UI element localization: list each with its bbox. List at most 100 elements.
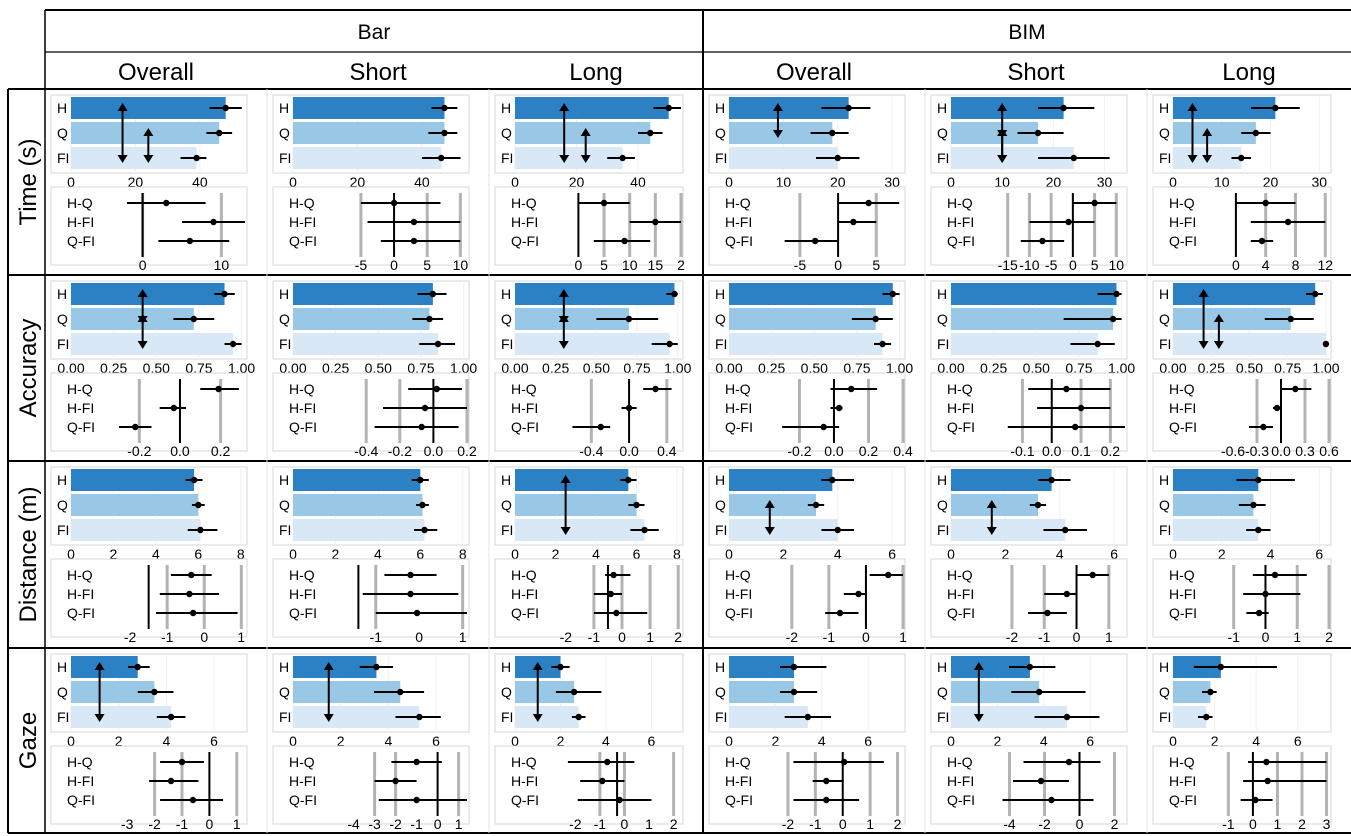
diff-category-label: H-Q [289,195,315,211]
diff-category-label: H-Q [289,381,315,397]
diff-category-label: H-Q [511,195,537,211]
diff-category-label: H-Q [725,754,751,770]
bar-panel-box [50,466,248,546]
bar-panel-box [1152,466,1332,546]
bar-panel-box [708,280,906,360]
bar-panel-box [1152,280,1332,360]
bar-mean-point [421,526,428,534]
bar-panel-box [272,466,470,546]
bar-mean-point [373,663,380,671]
bar [515,519,645,541]
bar-category-label: H [1159,100,1169,116]
diff-category-label: H-Q [67,195,93,211]
bar [293,333,438,355]
bar-tick-label: 2 [1211,733,1219,749]
bar-category-label: H [937,659,947,675]
panel: HQ FI 0.00 0.25 0.50 0.75 1.00 H-Q H-FI Q-FI -0.4-… [272,280,477,459]
bar [1173,122,1256,144]
bar-tick-label: 4 [1252,733,1260,749]
bar [951,469,1052,491]
diff-mean-point [1089,571,1096,579]
diff-category-label: H-FI [289,773,316,789]
bar [1173,283,1316,305]
diff-tick-label: 0.0 [824,443,844,459]
arrow-head-down [986,527,997,535]
bar [71,519,201,541]
diff-mean-point [189,609,197,617]
bar-panel-box [272,653,470,733]
diff-mean-point [210,218,217,226]
bar [1173,97,1276,119]
bar-mean-point [1252,129,1260,137]
arrow-head-down [973,714,984,722]
diff-mean-point [390,199,398,207]
arrow-head-down [1187,155,1198,163]
diff-category-label: Q-FI [289,792,317,808]
diff-tick-label: 10 [214,257,230,273]
diff-tick-label: 10 [453,257,469,273]
arrow-head-up [323,662,334,670]
bar-tick-label: 6 [648,733,656,749]
bar-category-label: FI [57,522,69,538]
bar-category-label: FI [57,336,69,352]
diff-mean-point [599,777,606,785]
diff-mean-point [1252,796,1259,804]
bar-mean-point [441,104,448,112]
panel: HQ FI 0 2 4 6 8 H-Q H-FI Q-FI -2 -1 0 1 [50,466,248,645]
arrow-head-up [772,103,783,111]
bar [1173,333,1326,355]
bar-category-label: Q [1159,497,1170,513]
bar-mean-point [665,104,672,112]
bar-mean-point [834,154,841,162]
diff-category-label: Q-FI [725,419,753,435]
diff-tick-label: -1 [176,816,189,832]
bar [951,147,1074,169]
bar-tick-label: 0 [67,546,75,562]
bar-tick-label: 20 [128,174,144,190]
diff-panel-box [930,186,1128,266]
diff-tick-label: 0 [574,257,582,273]
bar-mean-point [151,688,158,696]
bar-category-label: Q [1159,311,1170,327]
diff-tick-label: -2 [124,629,137,645]
diff-mean-point [616,796,623,804]
bar [1173,494,1254,516]
bar-mean-point [221,290,228,298]
bar-category-label: FI [57,150,69,166]
bar [951,519,1066,541]
bar-category-label: Q [1159,684,1170,700]
bar [71,308,194,330]
bar-category-label: H [57,100,67,116]
bar [71,656,138,678]
bar-panel-box [930,280,1128,360]
diff-mean-point [186,590,193,598]
diff-mean-point [1264,777,1271,785]
diff-tick-label: -0.2 [127,443,151,459]
bar-category-label: H [57,286,67,302]
arrow-head-down [1213,341,1224,349]
diff-mean-point [215,385,222,393]
diff-tick-label: 0.6 [1319,443,1339,459]
bar-tick-label: 0 [947,733,955,749]
diff-tick-label: -2 [1006,629,1019,645]
bar-category-label: FI [715,150,727,166]
diff-mean-point [597,423,604,431]
bar [951,283,1117,305]
panel: HQ FI 0 2 4 6 H-Q H-FI Q-FI -2 -1 0 1 [930,466,1128,645]
diff-tick-label: 1 [866,816,874,832]
bar-tick-label: 20 [1046,174,1062,190]
bar-mean-point [1207,688,1214,696]
diff-tick-label: -1 [823,629,836,645]
bar-tick-label: 4 [1040,733,1048,749]
bar-panel-box [1152,653,1332,733]
diff-mean-point [865,199,872,207]
panel: HQ FI 0 2 4 6 8 H-Q H-FI Q-FI -2 -1 0 1 2 [494,466,684,645]
arrow-head-up [764,500,775,508]
diff-tick-label: 0 [1069,257,1077,273]
bar-tick-label: 6 [864,733,872,749]
diff-category-label: H-FI [1169,586,1196,602]
diff-panel-box [708,745,906,825]
bar [951,308,1114,330]
diff-tick-label: 0 [390,257,398,273]
